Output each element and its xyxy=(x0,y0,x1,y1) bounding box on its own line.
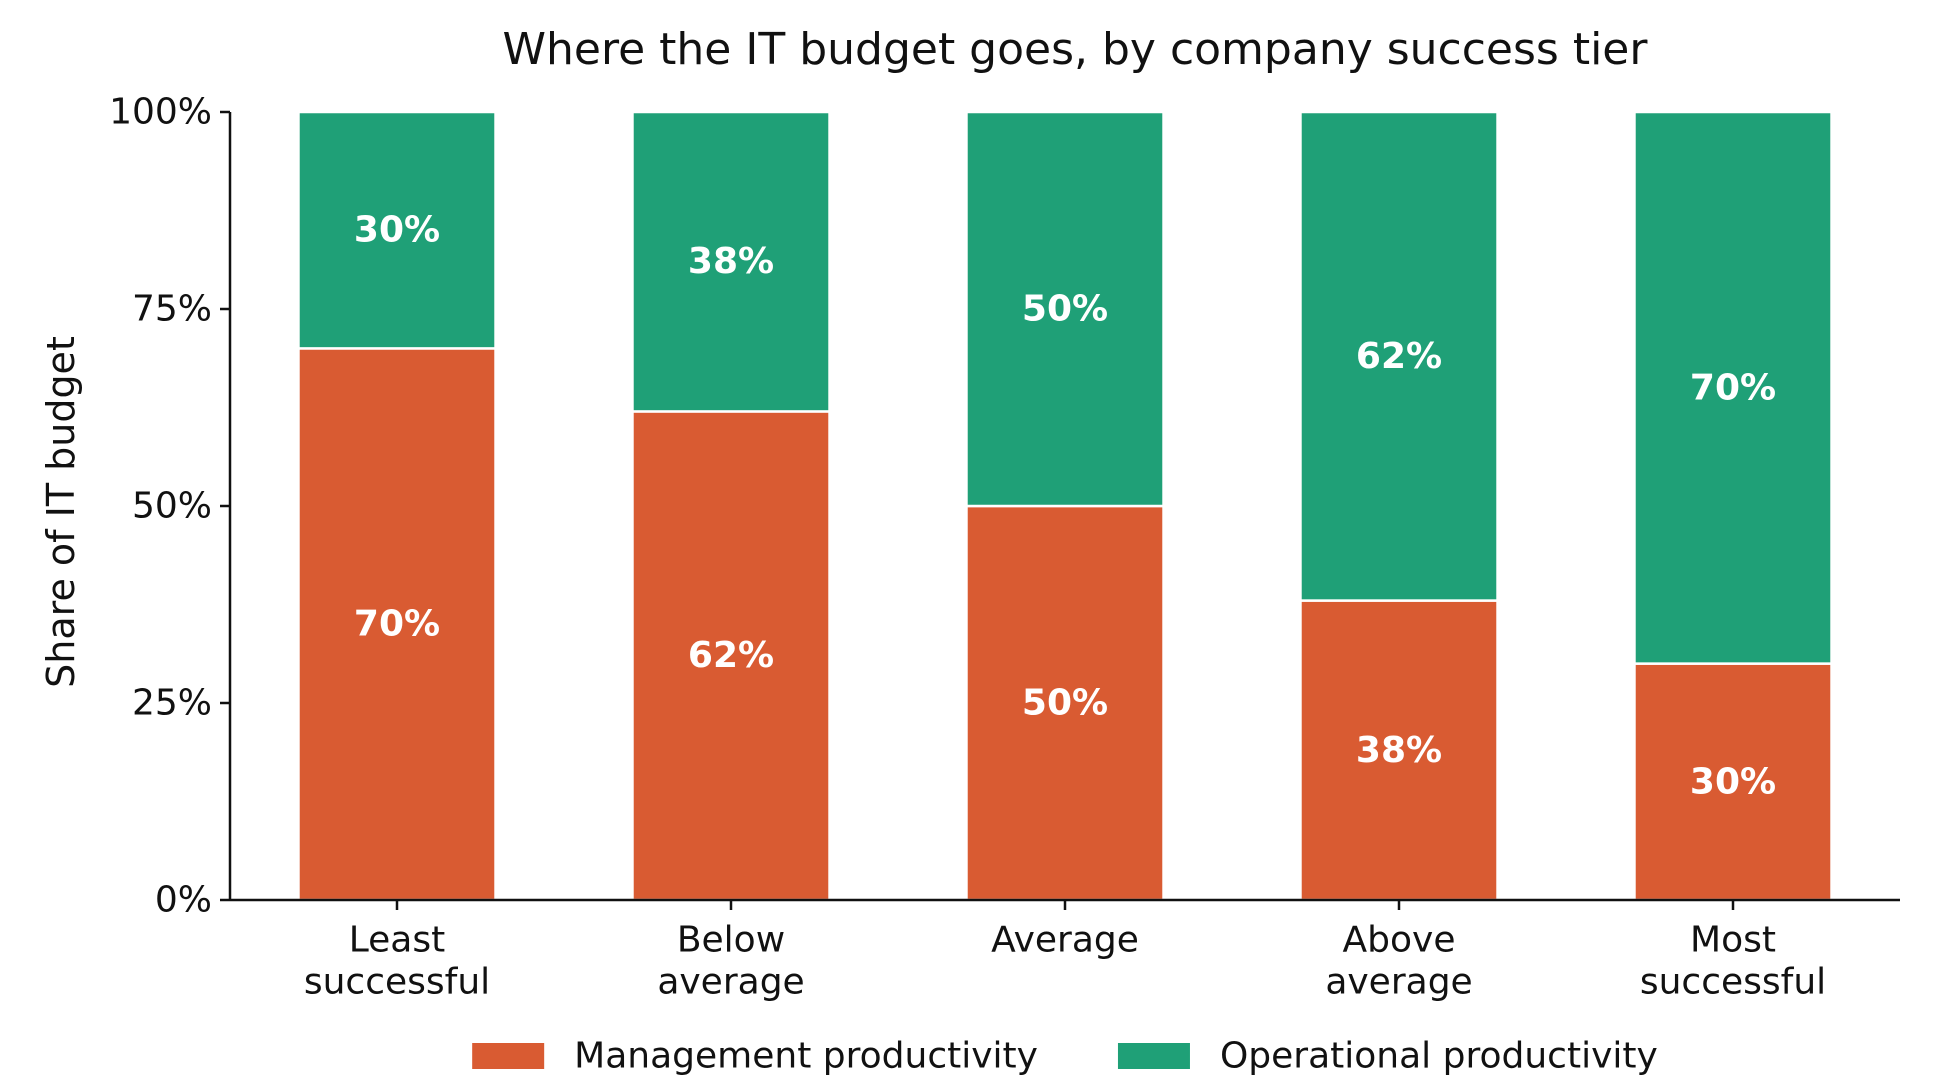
legend-swatch xyxy=(472,1043,545,1069)
legend-item-0: Management productivity xyxy=(472,1036,1038,1077)
x-tick-label: Average xyxy=(991,920,1139,961)
y-tick-label: 100% xyxy=(109,92,212,133)
y-tick-label: 25% xyxy=(132,683,212,724)
x-tick-label: Above xyxy=(1343,920,1456,961)
x-tick-label: Most xyxy=(1690,920,1776,961)
y-axis-label: Share of IT budget xyxy=(39,336,83,688)
bar-segment-s1-c3 xyxy=(1299,110,1499,602)
bar-value-label-s0-c1: 62% xyxy=(688,635,774,676)
bar-value-label-s0-c3: 38% xyxy=(1356,730,1442,771)
bar-value-label-s1-c4: 70% xyxy=(1690,367,1776,408)
x-tick-label: Least xyxy=(349,920,446,961)
x-tick-label: average xyxy=(657,962,804,1003)
legend-swatch xyxy=(1117,1043,1190,1069)
x-tick-label: successful xyxy=(304,962,490,1003)
legend-label: Management productivity xyxy=(574,1036,1038,1077)
bar-segment-s1-c0 xyxy=(297,110,497,350)
legend-item-1: Operational productivity xyxy=(1117,1036,1658,1077)
x-tick-label: average xyxy=(1325,962,1472,1003)
bar-segment-s1-c1 xyxy=(631,110,831,413)
legend-label: Operational productivity xyxy=(1220,1036,1658,1077)
bar-segment-s1-c4 xyxy=(1633,110,1833,665)
bar-value-label-s1-c3: 62% xyxy=(1356,336,1442,377)
bar-value-label-s0-c2: 50% xyxy=(1022,683,1108,724)
x-tick-label: Below xyxy=(677,920,785,961)
x-tick-label: successful xyxy=(1640,962,1826,1003)
bar-segment-s0-c2 xyxy=(965,504,1165,902)
y-tick-label: 0% xyxy=(155,880,212,921)
bar-labels-group: 70% 30% 62% 38% 50% 50% 38% 62% 30% 70% xyxy=(354,210,1776,803)
y-tick-label: 50% xyxy=(132,486,212,527)
y-tick-label: 75% xyxy=(132,289,212,330)
bar-value-label-s0-c4: 30% xyxy=(1690,761,1776,802)
bar-segment-s0-c0 xyxy=(297,347,497,902)
bar-value-label-s1-c0: 30% xyxy=(354,210,440,251)
bar-value-label-s1-c2: 50% xyxy=(1022,289,1108,330)
chart-title: Where the IT budget goes, by company suc… xyxy=(503,24,1649,75)
bar-value-label-s1-c1: 38% xyxy=(688,241,774,282)
bar-value-label-s0-c0: 70% xyxy=(354,604,440,645)
bars-group xyxy=(297,110,1833,902)
axes-group: 0%25%50%75%100%LeastsuccessfulBelowavera… xyxy=(109,92,1900,1003)
bar-segment-s1-c2 xyxy=(965,110,1165,508)
legend: Management productivity Operational produ… xyxy=(472,1036,1658,1077)
